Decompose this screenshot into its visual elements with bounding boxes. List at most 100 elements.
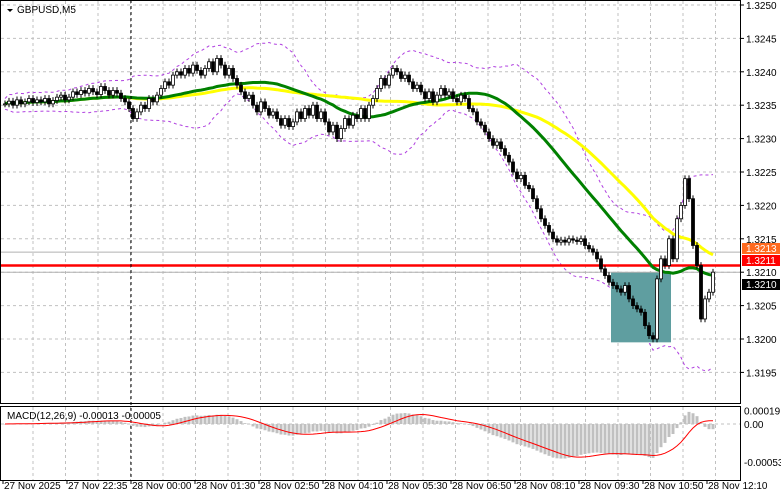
candle: [447, 88, 451, 99]
macd-bar: [287, 424, 291, 436]
macd-bar: [683, 415, 687, 424]
macd-bar: [199, 415, 203, 424]
candle-body: [651, 335, 655, 340]
candle: [323, 108, 327, 126]
candle: [299, 108, 303, 122]
candle: [159, 85, 163, 99]
candle-body: [639, 308, 643, 313]
candle-body: [491, 138, 495, 146]
macd-bar: [519, 424, 523, 446]
macd-bar: [447, 421, 451, 424]
macd-bar: [315, 424, 319, 432]
macd-bar: [119, 421, 123, 424]
macd-bar: [155, 424, 159, 426]
candle-body: [515, 171, 519, 180]
candle-body: [3, 103, 7, 106]
macd-bar: [435, 420, 439, 424]
candle-body: [459, 94, 463, 103]
candle: [475, 108, 479, 126]
candle: [319, 108, 323, 122]
candle-body: [59, 94, 63, 98]
macd-bar: [267, 424, 271, 432]
candle-body: [627, 285, 631, 300]
macd-bar: [427, 418, 431, 424]
price-axis[interactable]: 1.3250 1.3245 1.3240 1.3235 1.3230 1.3225 1.32…: [741, 1, 781, 469]
candle: [483, 121, 487, 136]
candle-body: [655, 278, 659, 340]
candle-body: [19, 99, 23, 105]
macd-bar: [431, 420, 435, 424]
macd-bar: [579, 424, 583, 455]
candle-body: [443, 88, 447, 96]
candle: [351, 111, 355, 129]
macd-bar: [299, 424, 303, 435]
candle: [75, 88, 79, 98]
macd-bar: [587, 424, 591, 454]
candle-body: [239, 84, 243, 93]
candle-body: [559, 239, 563, 243]
candle-body: [259, 101, 263, 113]
price-tick-label: 1.3215: [746, 235, 777, 246]
candle-body: [195, 64, 199, 71]
candle-body: [527, 184, 531, 190]
candle: [267, 105, 271, 119]
candle: [311, 101, 315, 119]
candle-body: [347, 118, 351, 126]
candle: [87, 85, 91, 97]
candle-body: [415, 84, 419, 89]
candle: [631, 295, 635, 309]
candle-body: [79, 90, 83, 95]
candle-body: [455, 98, 459, 103]
candle-body: [635, 305, 639, 310]
candle: [427, 88, 431, 102]
candle-body: [123, 98, 127, 103]
macd-bar: [103, 420, 107, 424]
candle-body: [599, 258, 603, 270]
candle: [463, 91, 467, 102]
time-tick-label: 28 Nov 09:30: [580, 481, 640, 489]
macd-bar: [515, 424, 519, 445]
candle-body: [587, 245, 591, 250]
candle-body: [395, 68, 399, 73]
candle: [291, 118, 295, 130]
macd-bar: [575, 424, 579, 457]
candle-body: [367, 104, 371, 119]
candle-body: [603, 268, 607, 276]
candle: [591, 245, 595, 256]
dropdown-triangle-icon[interactable]: [7, 9, 13, 12]
macd-bar: [395, 413, 399, 424]
candle: [667, 235, 671, 269]
candle: [423, 88, 427, 102]
macd-bar: [183, 416, 187, 424]
candle-body: [135, 111, 139, 119]
macd-bar: [551, 424, 555, 458]
candle: [583, 235, 587, 249]
candle-body: [267, 108, 271, 116]
macd-bar: [375, 422, 379, 424]
macd-bar: [3, 424, 7, 425]
macd-bar: [503, 424, 507, 439]
macd-bar: [707, 424, 711, 430]
candle: [63, 91, 67, 104]
macd-bar: [491, 424, 495, 436]
candle-body: [419, 84, 423, 93]
time-axis[interactable]: 27 Nov 2025 27 Nov 22:35 28 Nov 00:00 28 No…: [2, 481, 768, 489]
macd-bar: [195, 415, 199, 424]
candle-body: [507, 154, 511, 163]
macd-bar: [691, 413, 695, 424]
candle: [659, 255, 663, 283]
macd-bar: [147, 424, 151, 427]
candle: [135, 108, 139, 122]
level-price-marker: 1.3211: [746, 256, 776, 267]
candle-body: [659, 258, 663, 280]
candles: [3, 55, 715, 343]
macd-bar: [327, 424, 331, 433]
candle-body: [567, 238, 571, 243]
candle: [599, 255, 603, 273]
candle-body: [675, 218, 679, 260]
symbol-header[interactable]: GBPUSD,M5: [7, 5, 76, 16]
candle: [99, 83, 103, 98]
macd-bar: [303, 424, 307, 434]
macd-bar: [367, 424, 371, 427]
